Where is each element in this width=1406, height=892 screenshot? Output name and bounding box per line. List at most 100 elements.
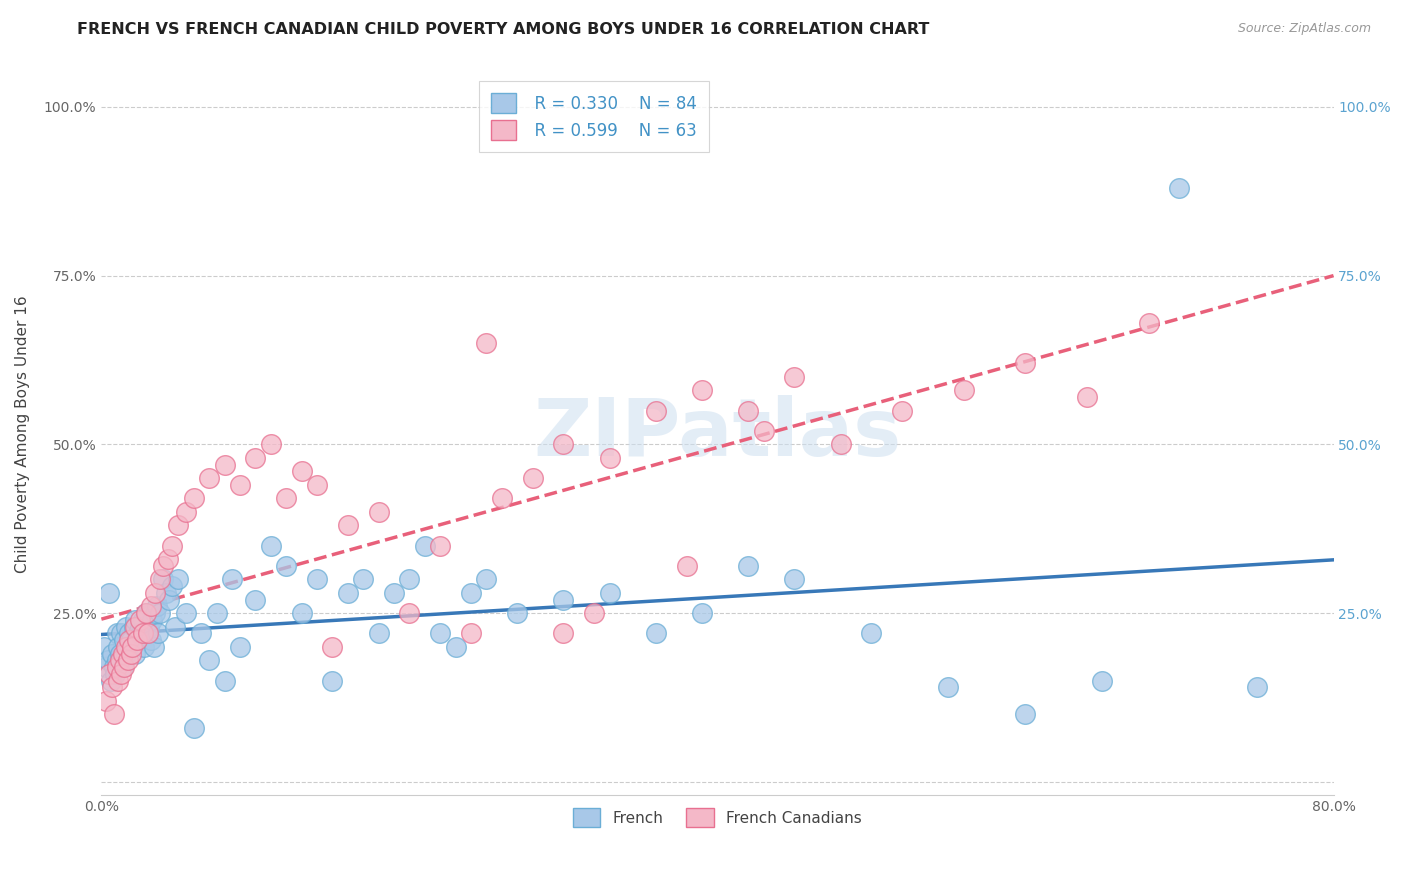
Point [553,592,575,607]
Point [105,626,128,640]
Point [321,640,343,654]
Point [321,673,343,688]
Point [115,647,138,661]
Point [98,586,121,600]
Point [599,450,621,465]
Point [124,619,146,633]
Point [475,336,498,351]
Point [98,666,121,681]
Point [117,640,139,654]
Point [100,673,122,688]
Point [214,458,236,472]
Point [522,471,544,485]
Point [229,478,252,492]
Point [953,384,976,398]
Point [1246,681,1268,695]
Point [160,539,183,553]
Point [690,606,713,620]
Point [93,640,115,654]
Point [245,592,267,607]
Point [276,491,298,506]
Point [305,478,328,492]
Point [336,586,359,600]
Point [190,626,212,640]
Text: ZIPatlas: ZIPatlas [533,395,901,473]
Point [1091,673,1114,688]
Point [644,403,666,417]
Point [149,606,172,620]
Point [110,666,132,681]
Point [121,640,143,654]
Point [553,437,575,451]
Text: Source: ZipAtlas.com: Source: ZipAtlas.com [1237,22,1371,36]
Point [117,653,139,667]
Point [305,572,328,586]
Point [148,626,170,640]
Point [132,626,155,640]
Point [146,599,169,614]
Point [783,369,806,384]
Point [124,647,146,661]
Point [599,586,621,600]
Point [553,626,575,640]
Point [398,606,420,620]
Point [105,660,128,674]
Point [198,653,221,667]
Point [737,403,759,417]
Point [429,539,451,553]
Point [105,653,128,667]
Point [107,640,129,654]
Point [460,586,482,600]
Point [291,464,314,478]
Point [221,572,243,586]
Point [291,606,314,620]
Point [174,606,197,620]
Point [183,721,205,735]
Point [444,640,467,654]
Point [135,606,157,620]
Point [398,572,420,586]
Point [115,640,138,654]
Point [120,647,142,661]
Point [152,572,174,586]
Point [115,619,138,633]
Point [860,626,883,640]
Y-axis label: Child Poverty Among Boys Under 16: Child Poverty Among Boys Under 16 [15,295,30,573]
Point [475,572,498,586]
Point [104,666,127,681]
Point [260,539,283,553]
Point [367,626,389,640]
Point [1168,180,1191,194]
Point [136,626,159,640]
Point [174,505,197,519]
Point [167,572,190,586]
Point [165,619,187,633]
Point [125,633,148,648]
Point [1137,316,1160,330]
Point [94,694,117,708]
Point [94,660,117,674]
Point [675,558,697,573]
Point [138,619,160,633]
Point [139,633,162,648]
Point [205,606,228,620]
Point [142,640,165,654]
Point [101,647,124,661]
Point [198,471,221,485]
Point [583,606,606,620]
Point [336,518,359,533]
Point [136,626,159,640]
Point [644,626,666,640]
Point [260,437,283,451]
Point [114,660,136,674]
Point [141,613,163,627]
Point [891,403,914,417]
Point [108,653,131,667]
Point [160,579,183,593]
Point [135,606,157,620]
Point [103,660,125,674]
Point [118,626,141,640]
Point [752,424,775,438]
Point [110,626,132,640]
Point [830,437,852,451]
